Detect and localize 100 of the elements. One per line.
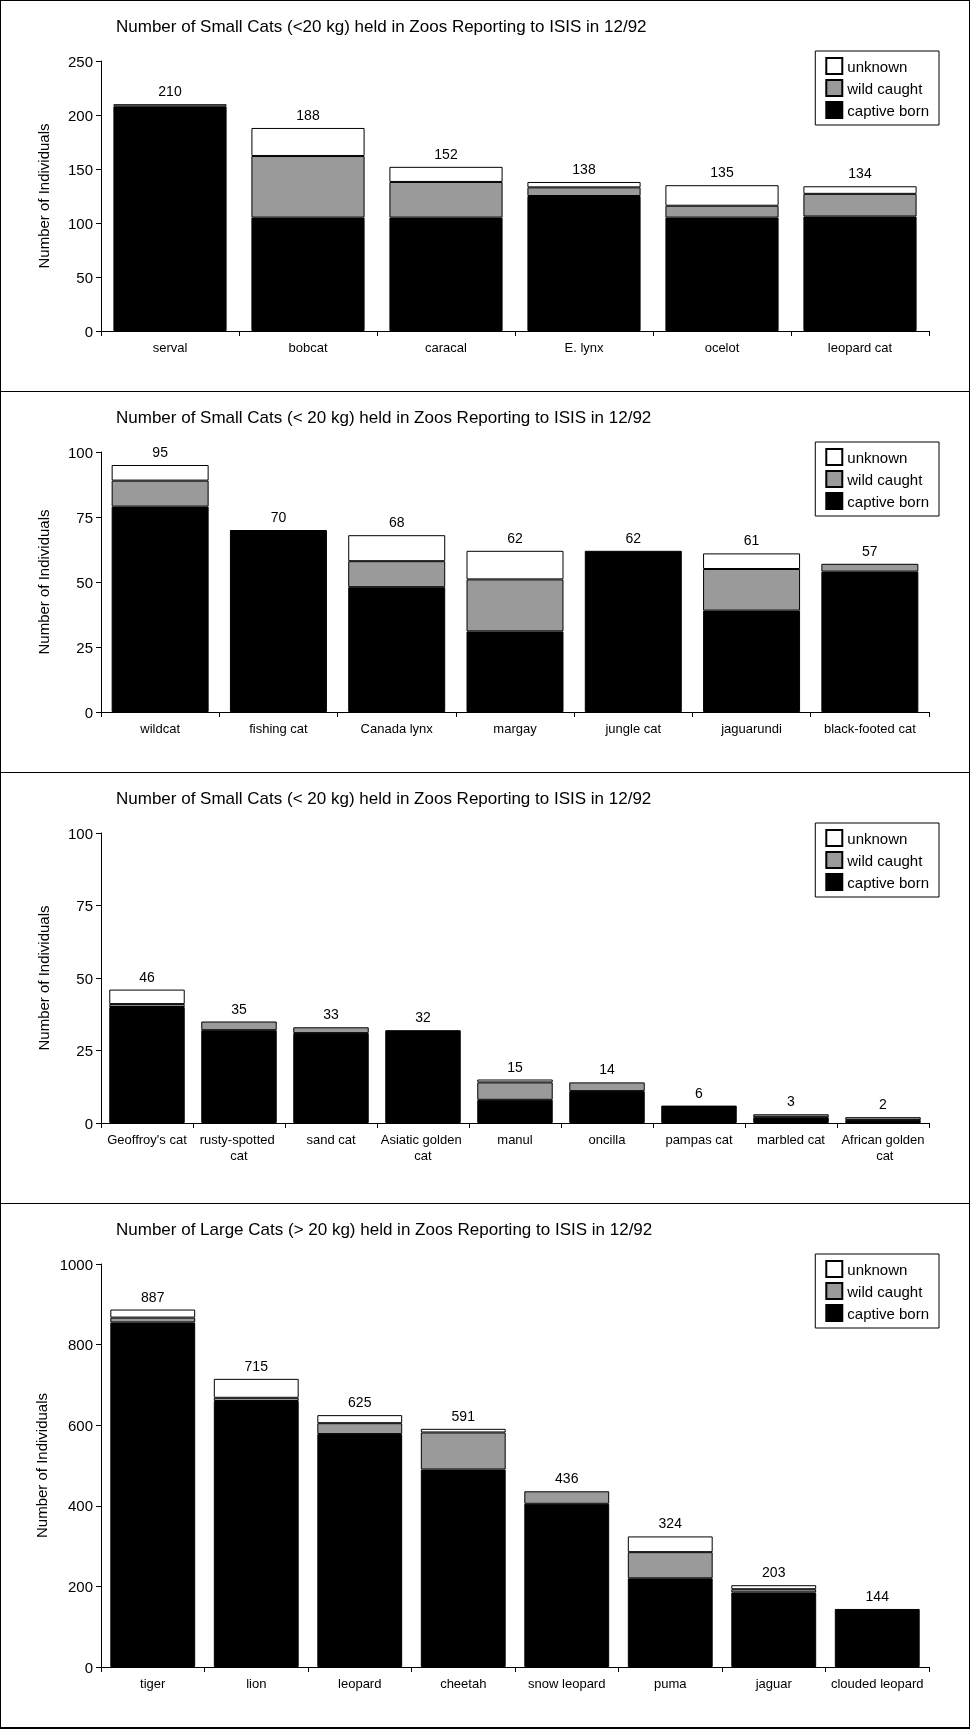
y-tick-label: 50 [76, 573, 93, 591]
legend-label: unknown [847, 57, 908, 75]
x-tick-label: ocelot [704, 339, 740, 355]
total-label: 210 [158, 83, 182, 100]
chart-title: Number of Small Cats (< 20 kg) held in Zoos Reporting to ISIS in 12/92 [116, 789, 652, 808]
y-tick-label: 200 [67, 106, 93, 124]
total-label: 324 [658, 1515, 683, 1532]
y-tick-label: 1000 [59, 1255, 93, 1273]
y-axis-title: Number of Individuals [35, 509, 52, 655]
total-label: 35 [231, 1000, 247, 1017]
y-tick-label: 100 [67, 443, 93, 461]
y-tick-label: 0 [84, 1114, 93, 1132]
x-tick-label: pampas cat [665, 1131, 733, 1147]
y-tick-label: 150 [67, 160, 93, 178]
x-tick-label: serval [152, 339, 188, 355]
x-tick-label: tiger [140, 1675, 167, 1691]
legend-label: wild caught [846, 851, 924, 869]
total-label: 203 [762, 1564, 786, 1581]
y-tick-label: 0 [84, 322, 93, 340]
legend-label: captive born [847, 492, 929, 510]
y-tick-label: 75 [76, 897, 93, 914]
x-tick-label: African golden cat [841, 1131, 925, 1163]
x-tick-label: cheetah [440, 1675, 487, 1691]
total-label: 33 [323, 1006, 339, 1023]
x-tick-label: bobcat [288, 339, 328, 355]
total-label: 144 [865, 1587, 890, 1604]
total-label: 68 [388, 514, 405, 531]
total-label: 887 [141, 1288, 165, 1305]
total-label: 138 [572, 160, 596, 177]
x-tick-label: lion [246, 1675, 267, 1691]
x-tick-label: jaguarundi [720, 720, 783, 736]
total-label: 32 [415, 1009, 431, 1026]
total-label: 134 [848, 165, 872, 182]
y-tick-label: 25 [76, 1042, 93, 1059]
total-label: 436 [555, 1470, 579, 1487]
total-label: 715 [244, 1357, 269, 1374]
y-axis-title: Number of Individuals [32, 1392, 50, 1539]
x-tick-label: black-footed cat [823, 720, 917, 736]
x-tick-label: E. lynx [564, 339, 604, 355]
y-axis-title: Number of Individuals [35, 123, 52, 269]
legend-label: captive born [847, 873, 929, 891]
x-tick-label: margay [493, 720, 538, 736]
x-tick-label: Asiatic golden cat [380, 1131, 466, 1163]
y-axis-title: Number of Individuals [35, 905, 52, 1051]
x-tick-label: rusty-spotted cat [199, 1131, 279, 1163]
x-tick-label: marbled cat [757, 1131, 826, 1147]
total-label: 46 [139, 968, 155, 985]
y-tick-label: 400 [67, 1497, 93, 1515]
x-tick-label: fishing cat [249, 720, 309, 736]
x-tick-label: jaguar [754, 1675, 793, 1691]
x-tick-label: leopard [338, 1675, 382, 1691]
x-tick-label: wildcat [139, 720, 181, 736]
legend-label: wild caught [846, 1282, 924, 1300]
total-label: 62 [625, 529, 642, 546]
total-label: 61 [743, 532, 760, 549]
chart-title: Number of Small Cats (< 20 kg) held in Zoos Reporting to ISIS in 12/92 [116, 408, 652, 427]
legend-label: unknown [847, 829, 908, 847]
y-tick-label: 50 [76, 268, 93, 286]
bar [109, 989, 185, 1005]
total-label: 6 [695, 1084, 704, 1101]
total-label: 70 [270, 509, 287, 525]
x-tick-label: leopard cat [827, 339, 893, 355]
legend-label: captive born [847, 1304, 929, 1322]
y-tick-label: 0 [84, 1658, 93, 1676]
total-label: 188 [296, 106, 320, 123]
chart-title: Number of Large Cats (> 20 kg) held in Zoos Reporting to ISIS in 12/92 [116, 1220, 653, 1239]
y-tick-label: 600 [67, 1416, 93, 1434]
total-label: 135 [710, 164, 734, 181]
bar [731, 1585, 817, 1590]
total-label: 152 [434, 145, 458, 162]
total-label: 95 [152, 444, 169, 460]
legend-label: captive born [847, 101, 929, 119]
x-tick-label: oncilla [588, 1131, 627, 1147]
y-tick-label: 25 [76, 638, 93, 656]
x-tick-label: clouded leopard [830, 1675, 924, 1691]
total-label: 57 [862, 542, 878, 559]
y-tick-label: 0 [84, 703, 93, 721]
x-tick-label: caracal [425, 339, 468, 355]
legend-label: wild caught [846, 79, 924, 97]
bar [213, 1378, 299, 1398]
x-tick-label: puma [653, 1675, 688, 1691]
total-label: 3 [787, 1093, 796, 1110]
y-tick-label: 50 [76, 969, 93, 987]
total-label: 62 [507, 529, 523, 546]
chart-title: Number of Small Cats (<20 kg) held in Zoos Reporting to ISIS in 12/92 [116, 17, 647, 36]
x-tick-label: sand cat [306, 1131, 356, 1147]
y-tick-label: 800 [67, 1336, 93, 1354]
total-label: 2 [879, 1096, 888, 1113]
y-tick-label: 100 [67, 824, 93, 842]
x-tick-label: Canada lynx [360, 720, 434, 736]
legend-label: unknown [847, 448, 908, 466]
y-tick-label: 100 [67, 214, 93, 232]
x-tick-label: manul [497, 1131, 533, 1147]
x-tick-label: snow leopard [528, 1675, 606, 1691]
x-tick-label: Geoffroy's cat [107, 1131, 188, 1147]
legend-label: wild caught [846, 470, 924, 488]
total-label: 14 [599, 1061, 615, 1078]
x-tick-label: jungle cat [604, 720, 662, 736]
legend-label: unknown [847, 1260, 908, 1278]
y-tick-label: 75 [76, 508, 93, 526]
